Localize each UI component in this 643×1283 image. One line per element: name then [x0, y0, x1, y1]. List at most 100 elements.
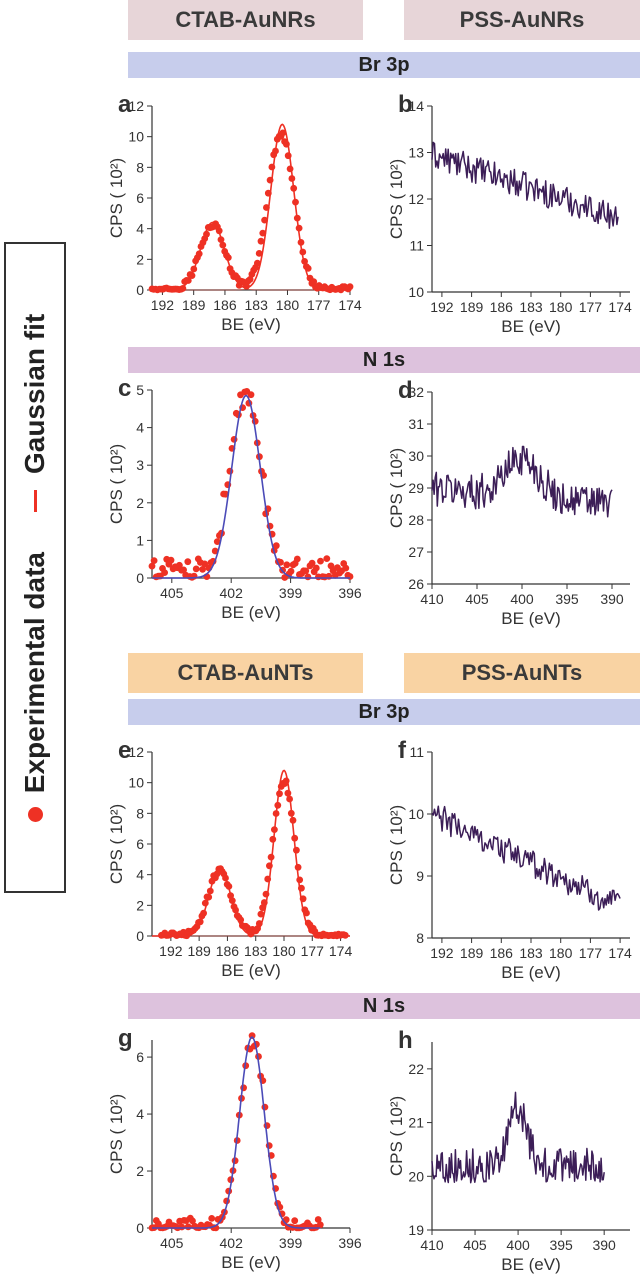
header-br3p-tubes: Br 3p	[128, 699, 640, 725]
y-tick-label: 3	[136, 457, 144, 473]
x-tick-label: 390	[600, 591, 624, 607]
y-tick-label: 19	[408, 1222, 424, 1238]
data-point	[346, 573, 354, 580]
data-point	[261, 1103, 269, 1111]
y-tick-label: 30	[408, 448, 424, 464]
x-axis-label: BE (eV)	[221, 961, 281, 980]
x-tick-label: 180	[549, 299, 573, 315]
header-ctab-aunts: CTAB-AuNTs	[128, 653, 363, 693]
x-tick-label: 177	[307, 297, 331, 313]
x-tick-label: 186	[216, 943, 240, 959]
x-tick-label: 183	[245, 297, 269, 313]
spectrum-line	[431, 1091, 605, 1184]
y-axis-label: CPS ( 10²)	[107, 804, 126, 884]
data-point	[317, 557, 324, 565]
x-tick-label: 192	[430, 299, 454, 315]
data-point	[304, 573, 312, 581]
x-tick-label: 189	[182, 297, 206, 313]
x-tick-label: 192	[430, 945, 454, 961]
chart-panel-b: 10 11 12 13 14 192 189 186 183 180 177 174 BE (eV) CP…	[387, 91, 632, 336]
plot-area	[148, 388, 354, 581]
data-point	[346, 283, 354, 291]
spectrum-line	[431, 445, 613, 518]
x-tick-label: 183	[519, 945, 543, 961]
y-tick-label: 10	[128, 775, 144, 791]
panel-label: h	[398, 1027, 413, 1054]
y-tick-label: 6	[136, 1049, 144, 1065]
data-point	[257, 237, 265, 245]
panel-label: g	[118, 1025, 133, 1052]
y-tick-label: 6	[136, 836, 144, 852]
y-tick-label: 4	[136, 867, 144, 883]
x-tick-label: 395	[549, 1237, 573, 1253]
chart-panel-f: 8 9 10 11 192 189 186 183 180 177 174 BE (eV) CPS ( …	[387, 737, 632, 982]
x-tick-label: 390	[592, 1237, 616, 1253]
y-tick-label: 32	[408, 384, 424, 400]
x-tick-label: 405	[160, 1235, 184, 1251]
data-point	[257, 910, 265, 918]
x-tick-label: 189	[187, 943, 211, 959]
fit-component-line	[152, 222, 350, 291]
fit-component-line	[152, 770, 350, 937]
x-tick-label: 177	[579, 299, 603, 315]
y-tick-label: 9	[416, 868, 424, 884]
y-tick-label: 27	[408, 544, 424, 560]
x-tick-label: 396	[338, 1235, 362, 1251]
header-n1s-rods: N 1s	[128, 347, 640, 373]
y-tick-label: 6	[136, 190, 144, 206]
fit-line-icon	[33, 489, 37, 512]
fit-line	[152, 769, 350, 937]
header-pss-aunrs: PSS-AuNRs	[404, 0, 640, 40]
x-tick-label: 186	[490, 945, 514, 961]
data-point	[246, 276, 254, 283]
y-tick-label: 10	[408, 284, 424, 300]
x-axis-label: BE (eV)	[221, 1253, 281, 1272]
y-tick-label: 12	[128, 744, 144, 760]
data-point	[254, 259, 261, 267]
panel-label: f	[398, 737, 407, 764]
x-tick-label: 400	[506, 1237, 530, 1253]
x-axis-label: BE (eV)	[221, 603, 281, 622]
y-tick-label: 11	[409, 744, 424, 760]
chart-panel-a: 0 2 4 6 8 10 12 192 189 186 183 180 177 174 BE (eV) CPS…	[107, 91, 362, 334]
data-point	[178, 1223, 186, 1231]
data-point	[308, 559, 316, 567]
y-tick-label: 12	[128, 98, 144, 114]
fit-line	[152, 1036, 321, 1229]
x-tick-label: 174	[338, 297, 362, 313]
plot-area	[152, 769, 350, 940]
data-point	[161, 569, 168, 576]
data-point	[240, 1084, 248, 1092]
header-n1s-tubes: N 1s	[128, 993, 640, 1019]
x-axis-label: BE (eV)	[501, 963, 561, 982]
data-point	[150, 557, 158, 564]
chart-panel-e: 0 2 4 6 8 10 12 192 189 186 183 180 177 174 BE (eV) CPS…	[107, 737, 352, 980]
data-point	[255, 250, 263, 257]
y-axis-label: CPS ( 10²)	[387, 159, 406, 239]
x-tick-label: 180	[549, 945, 573, 961]
y-tick-label: 2	[136, 495, 144, 511]
fit-line	[152, 123, 350, 291]
plot-area	[148, 123, 354, 294]
y-tick-label: 0	[136, 570, 144, 586]
data-point	[316, 1221, 324, 1229]
fit-component-line	[152, 868, 350, 937]
data-point	[312, 564, 320, 572]
y-tick-label: 0	[136, 1220, 144, 1236]
y-axis-label: CPS ( 10²)	[387, 448, 406, 528]
y-tick-label: 1	[136, 532, 144, 548]
x-tick-label: 395	[555, 591, 579, 607]
x-tick-label: 410	[420, 1237, 444, 1253]
x-tick-label: 405	[160, 585, 184, 601]
x-tick-label: 400	[510, 591, 534, 607]
y-axis-label: CPS ( 10²)	[107, 444, 126, 524]
x-tick-label: 174	[608, 299, 632, 315]
data-point	[199, 566, 206, 573]
y-tick-label: 14	[408, 98, 424, 114]
plot-area	[431, 445, 613, 518]
y-tick-label: 0	[136, 282, 144, 298]
data-point	[291, 1217, 299, 1225]
plot-area	[148, 1032, 324, 1232]
x-tick-label: 180	[272, 943, 296, 959]
y-tick-label: 28	[408, 512, 424, 528]
